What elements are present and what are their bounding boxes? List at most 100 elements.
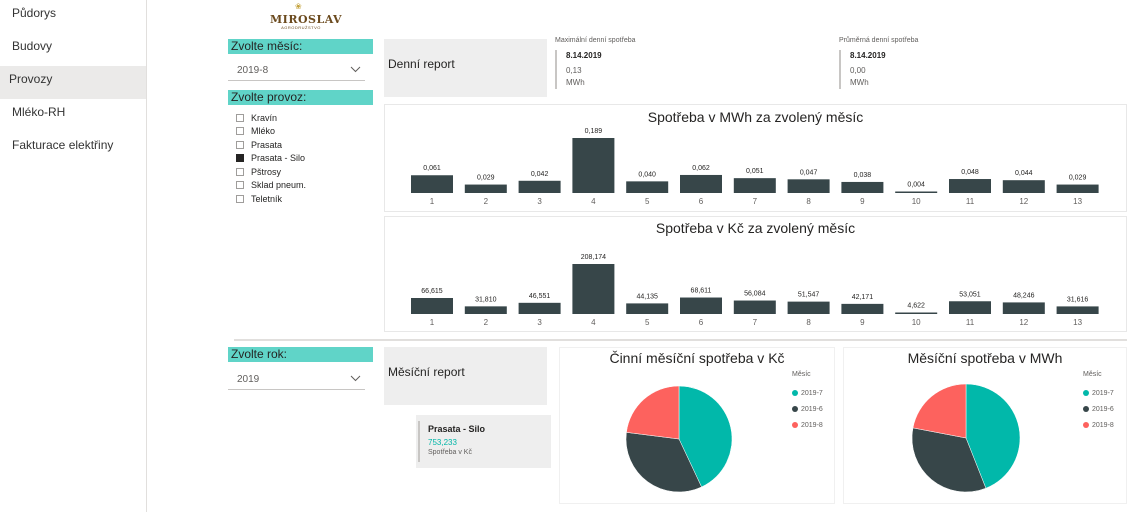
legend-dot: [792, 406, 798, 412]
x-tick-label: 7: [753, 197, 758, 206]
bar[interactable]: [787, 301, 830, 314]
month-dropdown[interactable]: 2019-8: [228, 61, 365, 81]
checkbox[interactable]: [236, 140, 244, 149]
checkbox[interactable]: [236, 181, 244, 190]
bar[interactable]: [572, 138, 615, 193]
bar[interactable]: [949, 179, 991, 193]
pie-slice[interactable]: [912, 383, 967, 439]
bar[interactable]: [733, 178, 776, 193]
x-tick-label: 5: [645, 318, 650, 327]
bar[interactable]: [895, 191, 938, 194]
nav-item-mleko-rh[interactable]: Mléko-RH: [12, 105, 66, 119]
bar-data-label: 68,611: [691, 288, 712, 295]
x-tick-label: 7: [753, 318, 758, 327]
provoz-item-sklad-pneum[interactable]: Sklad pneum.: [236, 179, 306, 193]
bar[interactable]: [572, 264, 615, 314]
bar[interactable]: [680, 174, 722, 193]
kpi-max-daily: Maximální denní spotřeba 8.14.2019 0,13 …: [555, 37, 755, 89]
logo-text: MIROSLAV: [270, 13, 342, 26]
bar[interactable]: [787, 179, 830, 193]
page-navigation: Půdorys Budovy Provozy Mléko-RH Fakturac…: [0, 0, 147, 512]
x-tick-label: 2: [484, 318, 489, 327]
bar-data-label: 56,084: [744, 291, 766, 298]
year-dropdown[interactable]: 2019: [228, 370, 365, 390]
checkbox[interactable]: [236, 194, 244, 203]
bar[interactable]: [949, 301, 991, 314]
bar[interactable]: [626, 303, 669, 314]
bar[interactable]: [464, 184, 507, 193]
nav-item-budovy[interactable]: Budovy: [12, 39, 53, 53]
provoz-label: Kravín: [251, 112, 278, 123]
legend-item[interactable]: 2019-7: [792, 385, 823, 401]
bar-data-label: 31,810: [475, 296, 497, 303]
bar[interactable]: [1056, 184, 1099, 193]
bar-data-label: 48,246: [1013, 292, 1035, 299]
bar[interactable]: [1056, 306, 1099, 314]
pie-slice[interactable]: [625, 432, 702, 493]
provoz-label: Mléko: [251, 126, 276, 137]
provoz-item-prasata[interactable]: Prasata: [236, 138, 306, 152]
bar[interactable]: [411, 175, 453, 193]
legend-label: 2019-7: [801, 389, 823, 397]
bar-chart-kc-plot: 66,615 1 31,810 2 46,551 3 208,174 4 44,135 5 68,6…: [411, 254, 1099, 327]
x-tick-label: 3: [537, 197, 542, 206]
bar-data-label: 0,048: [961, 169, 979, 176]
bar-data-label: 0,062: [692, 165, 710, 172]
checkbox[interactable]: [236, 127, 244, 136]
bar[interactable]: [895, 312, 938, 315]
nav-item-pudorys[interactable]: Půdorys: [12, 6, 57, 20]
legend-item[interactable]: 2019-7: [1083, 385, 1114, 401]
bar[interactable]: [841, 303, 884, 314]
pie-chart-kc: Činní měsíční spotřeba v Kč Měsíc 2019-7…: [559, 347, 835, 504]
provoz-label: Sklad pneum.: [251, 180, 307, 191]
nav-item-provozy[interactable]: Provozy: [0, 66, 146, 99]
chevron-down-icon: [350, 66, 361, 73]
bar-data-label: 0,029: [477, 175, 495, 182]
pie-slice[interactable]: [678, 385, 733, 488]
bar-data-label: 0,061: [423, 165, 441, 172]
legend-dot: [792, 390, 798, 396]
x-tick-label: 11: [966, 197, 975, 206]
bar-data-label: 208,174: [581, 254, 606, 261]
provoz-total-name: Prasata - Silo: [428, 424, 486, 434]
bar[interactable]: [680, 297, 722, 314]
bar[interactable]: [518, 302, 561, 314]
nav-item-fakturace[interactable]: Fakturace elektřiny: [12, 138, 114, 152]
bar[interactable]: [518, 180, 561, 193]
kpi-avg-unit: MWh: [850, 78, 869, 87]
checkbox-checked[interactable]: [236, 154, 244, 163]
x-tick-label: 8: [806, 197, 811, 206]
pie-slice[interactable]: [911, 427, 987, 493]
provoz-item-mleko[interactable]: Mléko: [236, 125, 306, 139]
x-tick-label: 1: [430, 197, 435, 206]
checkbox[interactable]: [236, 113, 244, 122]
bar[interactable]: [1002, 302, 1045, 314]
bar-chart-mwh-plot: 0,061 1 0,029 2 0,042 3 0,189 4 0,040 5 0,062 6 0,05…: [411, 128, 1099, 206]
pie-slice[interactable]: [965, 383, 1021, 489]
legend-item[interactable]: 2019-8: [1083, 417, 1114, 433]
x-tick-label: 8: [806, 318, 811, 327]
bar[interactable]: [626, 181, 669, 193]
bar-data-label: 44,135: [636, 293, 658, 300]
checkbox[interactable]: [236, 167, 244, 176]
bar[interactable]: [1002, 180, 1045, 193]
provoz-item-kravin[interactable]: Kravín: [236, 111, 306, 125]
bar[interactable]: [733, 300, 776, 314]
legend-item[interactable]: 2019-6: [1083, 401, 1114, 417]
provoz-item-teletnik[interactable]: Teletník: [236, 192, 306, 206]
legend-title: Měsíc: [792, 371, 811, 378]
provoz-total-block: Prasata - Silo 753,233 Spotřeba v Kč: [418, 421, 485, 462]
bar[interactable]: [464, 306, 507, 314]
bar[interactable]: [411, 298, 453, 314]
x-tick-label: 4: [591, 197, 596, 206]
pie-slice[interactable]: [626, 385, 680, 440]
bar[interactable]: [841, 181, 884, 193]
pie-chart-mwh-plot: [911, 383, 1021, 493]
provoz-item-pstrosy[interactable]: Pštrosy: [236, 165, 306, 179]
legend-item[interactable]: 2019-6: [792, 401, 823, 417]
kpi-max-unit: MWh: [566, 78, 585, 87]
legend-label: 2019-6: [801, 405, 823, 413]
provoz-item-prasata-silo[interactable]: Prasata - Silo: [236, 152, 306, 166]
legend-item[interactable]: 2019-8: [792, 417, 823, 433]
kpi-avg-label: Průměrná denní spotřeba: [839, 37, 919, 44]
